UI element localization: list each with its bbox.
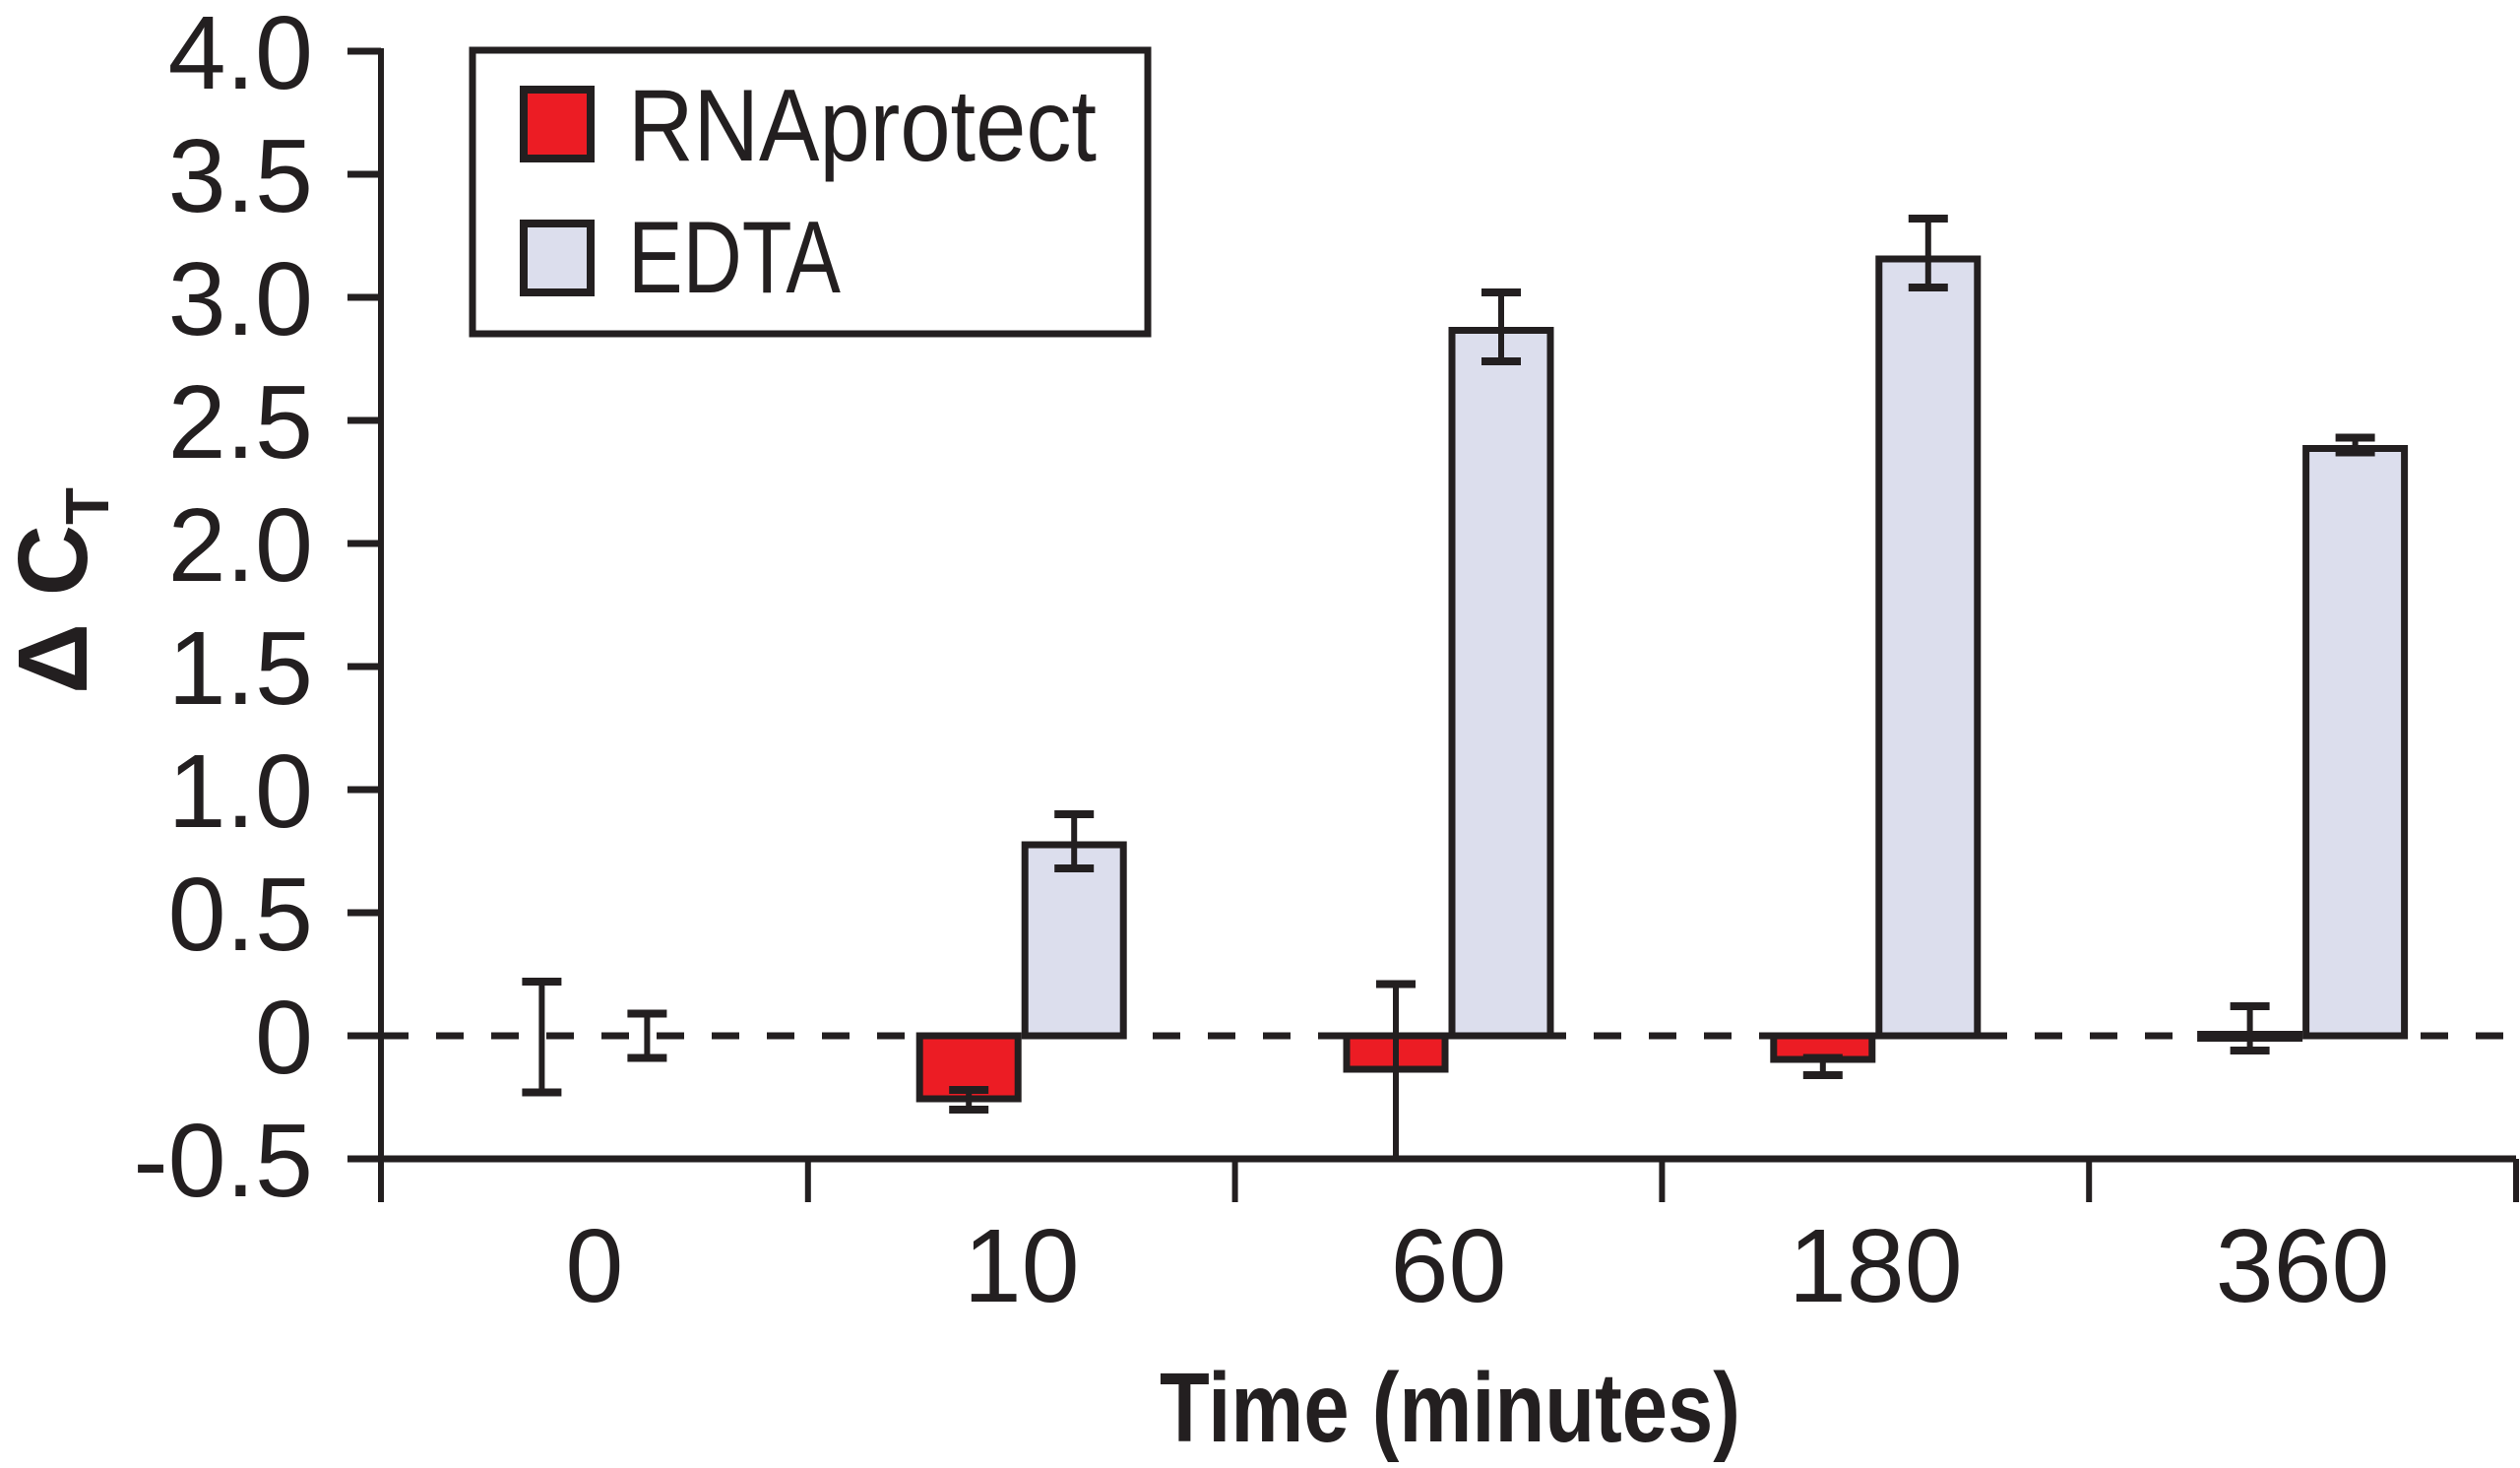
y-tick-label: 3.0 bbox=[168, 241, 313, 357]
y-tick-label: -0.5 bbox=[133, 1103, 313, 1219]
error-bar-rnaprotect-180 bbox=[1802, 1053, 1843, 1079]
y-tick-labels: -0.500.51.01.52.02.53.03.54.0 bbox=[133, 0, 313, 1219]
y-axis-title-subscript: T bbox=[54, 487, 122, 525]
x-tick-labels: 0 10 60 180 360 bbox=[565, 1208, 2389, 1324]
y-tick-label: 2.0 bbox=[168, 487, 313, 604]
error-bar-rnaprotect-10 bbox=[949, 1086, 989, 1114]
y-tick-label: 0 bbox=[255, 980, 313, 1096]
error-bar-edta-360 bbox=[2335, 433, 2375, 457]
y-tick-label: 4.0 bbox=[168, 0, 313, 111]
legend-label-edta: EDTA bbox=[628, 201, 842, 315]
y-tick-label: 3.5 bbox=[168, 118, 313, 234]
y-tick-label: 1.5 bbox=[168, 610, 313, 727]
x-axis-title: Time (minutes) bbox=[1160, 1353, 1740, 1463]
x-tick-label: 0 bbox=[565, 1208, 623, 1324]
bar-edta-180 bbox=[1875, 255, 1982, 1040]
error-bar-rnaprotect-60 bbox=[1376, 980, 1416, 1159]
legend-label-rnaprotect: RNAprotect bbox=[628, 69, 1097, 183]
x-tick-label: 360 bbox=[2216, 1208, 2390, 1324]
y-tick-label: 2.5 bbox=[168, 364, 313, 480]
error-bars-layer bbox=[522, 215, 2375, 1159]
x-tick-label: 60 bbox=[1391, 1208, 1507, 1324]
y-tick-label: 1.0 bbox=[168, 734, 313, 850]
legend-swatch-rnaprotect bbox=[520, 86, 595, 162]
y-axis-title: Δ CT bbox=[0, 487, 122, 694]
error-bar-edta-180 bbox=[1908, 215, 1948, 291]
error-bar-edta-60 bbox=[1481, 288, 1521, 365]
bars-layer bbox=[915, 255, 2409, 1103]
x-tick-label: 10 bbox=[964, 1208, 1080, 1324]
bar-edta-60 bbox=[1448, 327, 1554, 1040]
bar-edta-360 bbox=[2302, 445, 2409, 1040]
legend-item-rnaprotect: RNAprotect bbox=[520, 69, 1097, 183]
axes-layer bbox=[347, 47, 2519, 1202]
legend-swatch-edta bbox=[520, 220, 595, 296]
x-tick-label: 180 bbox=[1789, 1208, 1963, 1324]
error-bar-rnaprotect-360 bbox=[2230, 1002, 2270, 1054]
y-axis-title-main: Δ C bbox=[0, 525, 108, 694]
legend: RNAprotect EDTA bbox=[469, 46, 1152, 338]
error-bar-edta-10 bbox=[1054, 810, 1095, 872]
error-bar-rnaprotect-0 bbox=[522, 978, 562, 1097]
legend-item-edta: EDTA bbox=[520, 201, 842, 315]
bar-edta-10 bbox=[1021, 841, 1127, 1040]
error-bar-edta-0 bbox=[627, 1009, 667, 1062]
y-tick-label: 0.5 bbox=[168, 857, 313, 973]
